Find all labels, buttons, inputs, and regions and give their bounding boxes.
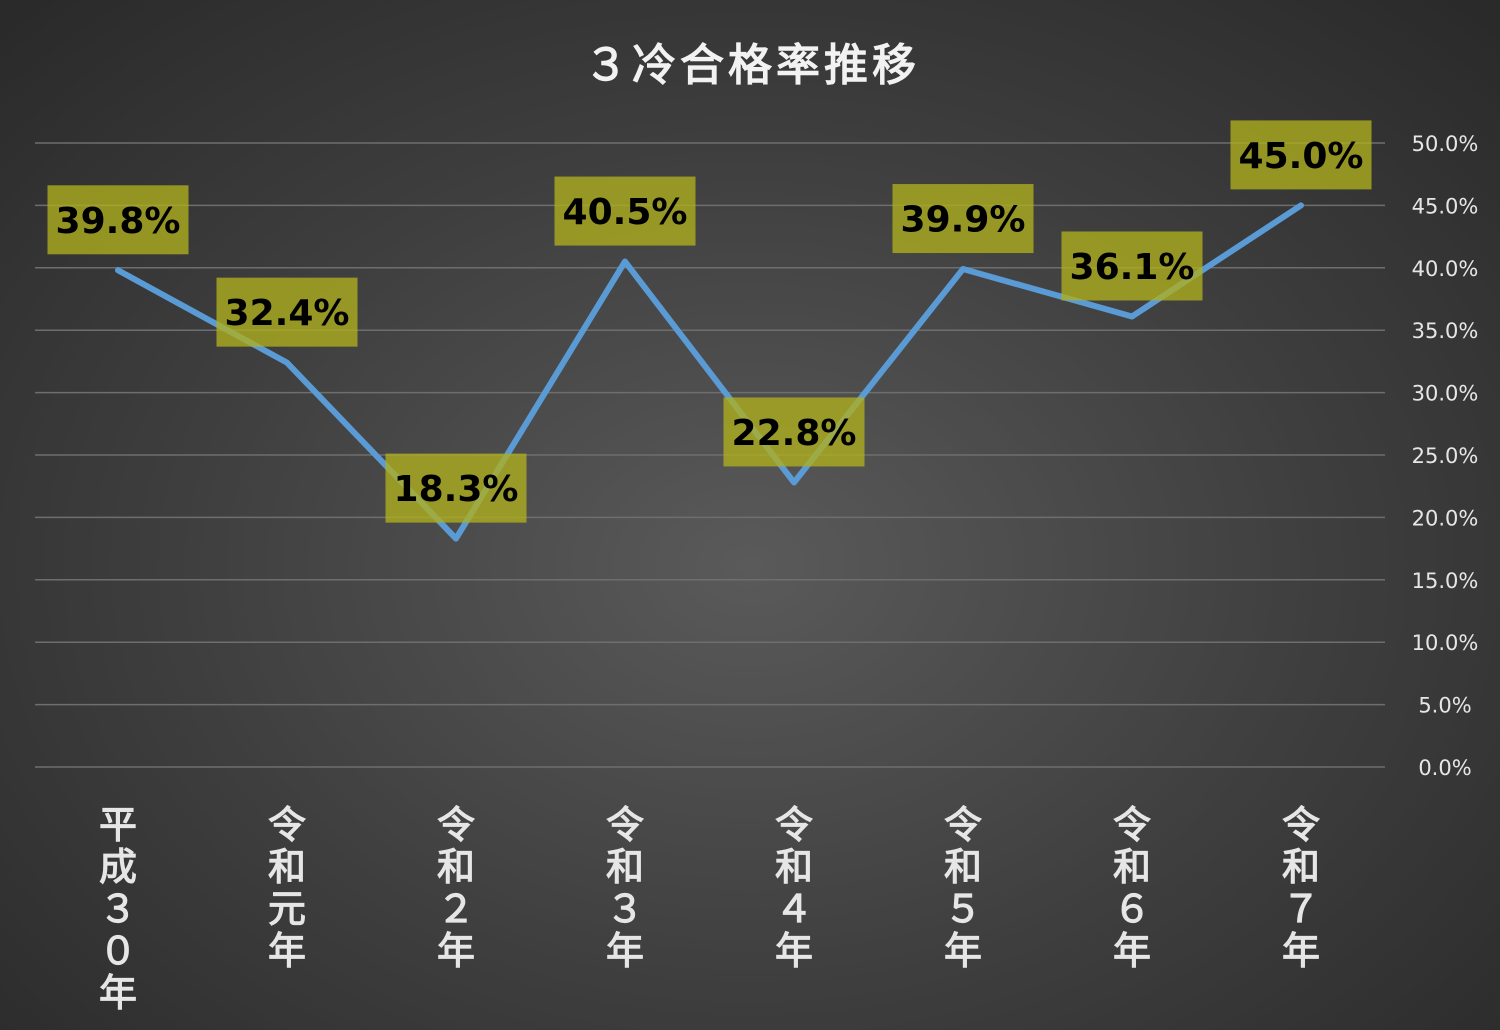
x-tick-label: 令和４年 xyxy=(775,803,814,973)
y-tick-label: 10.0% xyxy=(1412,631,1479,655)
data-label-text: 39.8% xyxy=(56,201,181,242)
data-label: 36.1% xyxy=(1061,231,1203,301)
data-label-text: 18.3% xyxy=(394,469,519,510)
x-tick-label: 令和６年 xyxy=(1113,803,1152,973)
data-label-box xyxy=(385,453,527,523)
data-labels: 39.8% 32.4% 18.3% 40.5% 22.8% 39.9% 36.1% 45.0% xyxy=(47,120,1372,523)
data-label-text: 36.1% xyxy=(1070,247,1195,288)
data-label-box xyxy=(1061,231,1203,301)
data-label: 40.5% xyxy=(554,176,696,246)
x-tick-label: 令和３年 xyxy=(606,803,645,973)
y-tick-label: 20.0% xyxy=(1412,506,1479,530)
data-label-box xyxy=(892,184,1034,254)
data-label: 18.3% xyxy=(385,453,527,523)
data-label: 39.8% xyxy=(47,185,189,255)
y-tick-label: 35.0% xyxy=(1412,319,1479,343)
data-label-box xyxy=(723,397,865,467)
data-label-box xyxy=(1230,120,1372,190)
y-tick-label: 0.0% xyxy=(1418,756,1471,780)
y-tick-label: 15.0% xyxy=(1412,569,1479,593)
data-label: 22.8% xyxy=(723,397,865,467)
data-label: 32.4% xyxy=(216,277,358,347)
x-tick-label: 令和２年 xyxy=(437,803,476,973)
data-label-text: 40.5% xyxy=(563,192,688,233)
series-line-group xyxy=(115,202,1304,542)
y-axis-ticks: 0.0% 5.0% 10.0% 15.0% 20.0% 25.0% 30.0% 35.0% 40… xyxy=(1412,132,1479,780)
series-line xyxy=(115,202,1304,542)
x-axis-ticks: 平成３０年 令和元年 令和２年 令和３年 令和４年 令和５年 令和６年 令和７年 xyxy=(99,803,1321,1015)
data-label-box xyxy=(554,176,696,246)
data-label-text: 39.9% xyxy=(901,200,1026,241)
data-label: 45.0% xyxy=(1230,120,1372,190)
y-tick-label: 30.0% xyxy=(1412,382,1479,406)
data-label-box xyxy=(47,185,189,255)
data-label-text: 22.8% xyxy=(732,413,857,454)
grid-lines xyxy=(35,142,1385,768)
data-label: 39.9% xyxy=(892,184,1034,254)
data-label-text: 32.4% xyxy=(225,293,350,334)
y-tick-label: 50.0% xyxy=(1412,132,1479,156)
y-tick-label: 25.0% xyxy=(1412,444,1479,468)
y-tick-label: 5.0% xyxy=(1418,694,1471,718)
y-tick-label: 45.0% xyxy=(1412,194,1479,218)
data-label-box xyxy=(216,277,358,347)
data-label-text: 45.0% xyxy=(1239,136,1364,177)
x-tick-label: 平成３０年 xyxy=(99,803,137,1015)
y-tick-label: 40.0% xyxy=(1412,257,1479,281)
x-tick-label: 令和７年 xyxy=(1282,803,1321,973)
chart-title: ３冷合格率推移 xyxy=(584,40,920,91)
x-tick-label: 令和元年 xyxy=(268,803,307,973)
x-tick-label: 令和５年 xyxy=(944,803,983,973)
